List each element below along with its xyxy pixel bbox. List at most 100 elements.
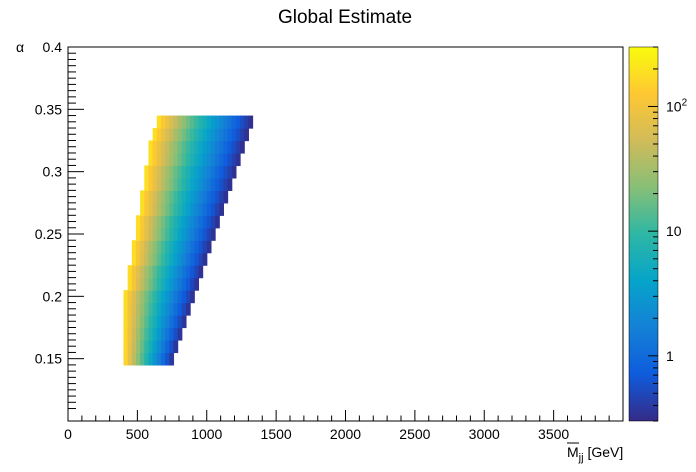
heatmap-cell — [152, 290, 158, 304]
heatmap-cell — [169, 165, 175, 179]
heatmap-cell — [202, 128, 208, 142]
heatmap-cell — [123, 352, 129, 366]
heatmap-cell — [177, 165, 183, 179]
heatmap-cell — [165, 252, 170, 266]
heatmap-cell — [152, 215, 158, 229]
heatmap-cell — [235, 152, 241, 167]
heatmap-cell — [215, 177, 220, 191]
heatmap-cell — [131, 277, 137, 291]
heatmap-cell — [177, 240, 183, 254]
heatmap-cell — [185, 165, 191, 179]
heatmap-cell — [181, 190, 187, 204]
heatmap-cell — [135, 352, 141, 366]
heatmap-cell — [173, 190, 179, 204]
heatmap-cell — [148, 327, 154, 341]
heatmap-cell — [160, 352, 166, 366]
heatmap-cell — [194, 140, 200, 154]
heatmap-cell — [173, 315, 179, 329]
heatmap-cell — [169, 215, 175, 229]
heatmap-cell — [173, 177, 179, 191]
heatmap-cell — [165, 339, 170, 354]
heatmap-cell — [185, 140, 191, 154]
heatmap-cell — [165, 202, 170, 216]
heatmap-cell — [144, 227, 150, 241]
heatmap-cell — [177, 128, 183, 142]
x-tick-label: 2000 — [330, 426, 361, 442]
heatmap-cell — [202, 152, 208, 167]
heatmap-cell — [144, 165, 150, 179]
heatmap-cell — [185, 265, 191, 279]
heatmap-cell — [194, 227, 200, 241]
heatmap-cell — [210, 140, 216, 154]
y-tick-label: 0.2 — [43, 288, 63, 304]
heatmap-cell — [135, 327, 141, 341]
heatmap-cell — [198, 240, 204, 254]
heatmap-cell — [135, 290, 141, 304]
heatmap-cell — [156, 140, 162, 154]
heatmap-cell — [140, 290, 145, 304]
x-axis-label-main: M — [567, 444, 579, 460]
heatmap-cell — [131, 240, 137, 254]
heatmap-cell — [181, 252, 187, 266]
heatmap-cell — [127, 290, 133, 304]
heatmap-cell — [194, 265, 200, 279]
heatmap-cell — [127, 339, 133, 354]
heatmap-cell — [123, 315, 129, 329]
heatmap-cell — [181, 240, 187, 254]
colorbar-tick-label: 102 — [666, 97, 688, 114]
heatmap-cell — [223, 152, 229, 167]
heatmap-cell — [210, 177, 216, 191]
heatmap-cell — [131, 290, 137, 304]
heatmap-cell — [181, 177, 187, 191]
heatmap-cell — [244, 128, 249, 142]
heatmap-cell — [173, 227, 179, 241]
heatmap-cell — [156, 128, 162, 142]
heatmap-cell — [140, 315, 145, 329]
heatmap-cell — [198, 202, 204, 216]
colorbar-axis: 1 10 102 — [648, 46, 688, 422]
heatmap-cell — [169, 315, 175, 329]
heatmap-cell — [194, 215, 200, 229]
heatmap-cell — [165, 265, 170, 279]
heatmap-cell — [156, 177, 162, 191]
heatmap-cell — [181, 302, 187, 316]
heatmap-cell — [210, 152, 216, 167]
heatmap-cell — [169, 352, 175, 366]
heatmap-cell — [152, 140, 158, 154]
heatmap-cell — [165, 115, 170, 129]
heatmap-cell — [144, 290, 150, 304]
heatmap-cell — [190, 140, 195, 154]
heatmap-cell — [169, 190, 175, 204]
heatmap-cell — [160, 227, 166, 241]
heatmap-cell — [185, 128, 191, 142]
heatmap-cell — [173, 265, 179, 279]
heatmap-cell — [165, 215, 170, 229]
heatmap-cell — [169, 339, 175, 354]
heatmap-cell — [181, 227, 187, 241]
heatmap-cell — [169, 177, 175, 191]
heatmap-cell — [202, 252, 208, 266]
heatmap-cell — [227, 115, 233, 129]
heatmap-cell — [190, 202, 195, 216]
heatmap-cell — [140, 202, 145, 216]
heatmap-cell — [181, 315, 187, 329]
heatmap-cell — [206, 152, 212, 167]
heatmap-cell — [148, 277, 154, 291]
heatmap-cell — [181, 290, 187, 304]
heatmap-cell — [210, 202, 216, 216]
heatmap-cell — [227, 140, 233, 154]
heatmap-cell — [160, 277, 166, 291]
heatmap-cell — [148, 227, 154, 241]
heatmap-cell — [144, 315, 150, 329]
heatmap-cell — [148, 265, 154, 279]
heatmap-cell — [152, 339, 158, 354]
x-tick-label: 2500 — [399, 426, 430, 442]
x-tick-label: 0 — [64, 426, 72, 442]
heatmap-cell — [131, 327, 137, 341]
heatmap-cell — [169, 265, 175, 279]
heatmap-cell — [160, 215, 166, 229]
heatmap-cell — [190, 115, 195, 129]
heatmap-cell — [152, 128, 158, 142]
heatmap-cell — [202, 215, 208, 229]
heatmap-cell — [177, 152, 183, 167]
